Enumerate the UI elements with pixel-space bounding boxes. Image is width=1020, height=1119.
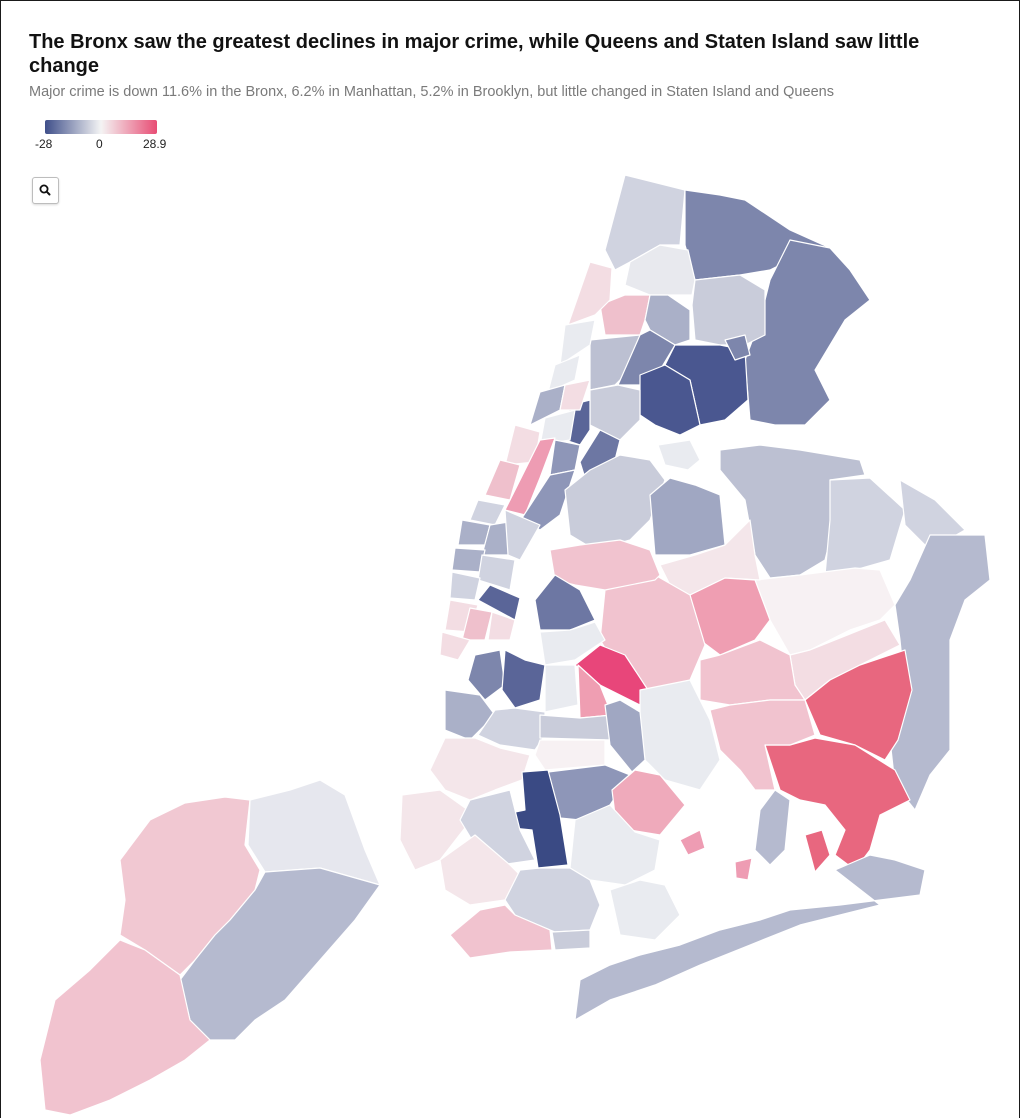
precinct-region[interactable]: [609, 879, 681, 941]
precinct-region[interactable]: [559, 379, 591, 411]
page-title: The Bronx saw the greatest declines in m…: [29, 31, 920, 77]
precinct-map: [39, 174, 991, 1116]
legend-min-label: -28: [35, 137, 53, 151]
precinct-region[interactable]: [534, 574, 596, 631]
precinct-region[interactable]: [449, 904, 553, 959]
precinct-region[interactable]: [691, 274, 766, 346]
precinct-region[interactable]: [484, 459, 521, 501]
precinct-region[interactable]: [247, 779, 381, 886]
manhattan-borough: [439, 261, 613, 661]
precinct-region[interactable]: [754, 789, 791, 866]
precinct-region[interactable]: [564, 454, 666, 551]
precinct-region[interactable]: [624, 244, 696, 296]
precinct-region[interactable]: [461, 607, 493, 641]
precinct-region[interactable]: [559, 319, 596, 366]
staten-island-borough: [39, 779, 381, 1116]
search-icon: [39, 184, 51, 196]
precinct-region[interactable]: [824, 477, 906, 576]
legend-mid-label: 0: [96, 137, 103, 151]
precinct-region[interactable]: [754, 567, 896, 656]
zoom-button[interactable]: [32, 177, 59, 204]
precinct-region[interactable]: [589, 384, 641, 441]
precinct-region[interactable]: [574, 854, 926, 1021]
precinct-region[interactable]: [179, 867, 381, 1041]
precinct-region[interactable]: [534, 739, 606, 771]
precinct-region[interactable]: [501, 649, 546, 709]
legend-max-label: 28.9: [143, 137, 167, 151]
precinct-region[interactable]: [487, 611, 516, 641]
precinct-region[interactable]: [604, 699, 646, 773]
precinct-region[interactable]: [439, 631, 471, 661]
page-subtitle: Major crime is down 11.6% in the Bronx, …: [29, 84, 834, 100]
precinct-region[interactable]: [804, 649, 913, 761]
precinct-region[interactable]: [467, 649, 506, 701]
precinct-region[interactable]: [521, 469, 576, 531]
precinct-region[interactable]: [511, 769, 569, 869]
precinct-region[interactable]: [539, 409, 576, 446]
precinct-region[interactable]: [657, 439, 701, 471]
precinct-region[interactable]: [544, 664, 579, 713]
precinct-region[interactable]: [639, 364, 701, 436]
brooklyn-borough: [399, 649, 686, 959]
bronx-borough: [564, 174, 871, 479]
precinct-region[interactable]: [429, 737, 531, 801]
precinct-region[interactable]: [709, 699, 816, 791]
precinct-region[interactable]: [804, 829, 831, 873]
precinct-region[interactable]: [39, 939, 211, 1116]
precinct-region[interactable]: [449, 571, 481, 601]
precinct-region[interactable]: [644, 294, 691, 346]
precinct-region[interactable]: [477, 554, 516, 591]
precinct-region[interactable]: [679, 829, 706, 856]
precinct-region[interactable]: [469, 499, 506, 526]
precinct-region[interactable]: [547, 354, 581, 393]
queens-borough: [534, 439, 991, 1021]
color-legend: -28 0 28.9: [32, 120, 172, 154]
precinct-region[interactable]: [649, 477, 726, 556]
precinct-region[interactable]: [551, 929, 591, 951]
precinct-region[interactable]: [764, 737, 911, 871]
precinct-region[interactable]: [504, 867, 601, 933]
precinct-region[interactable]: [734, 857, 753, 881]
precinct-region[interactable]: [567, 261, 613, 326]
precinct-region[interactable]: [724, 334, 751, 361]
precinct-region[interactable]: [539, 714, 613, 741]
legend-color-bar: [45, 120, 157, 134]
precinct-region[interactable]: [699, 639, 806, 706]
precinct-region[interactable]: [477, 584, 521, 621]
precinct-region[interactable]: [504, 509, 541, 561]
precinct-region[interactable]: [889, 534, 991, 811]
